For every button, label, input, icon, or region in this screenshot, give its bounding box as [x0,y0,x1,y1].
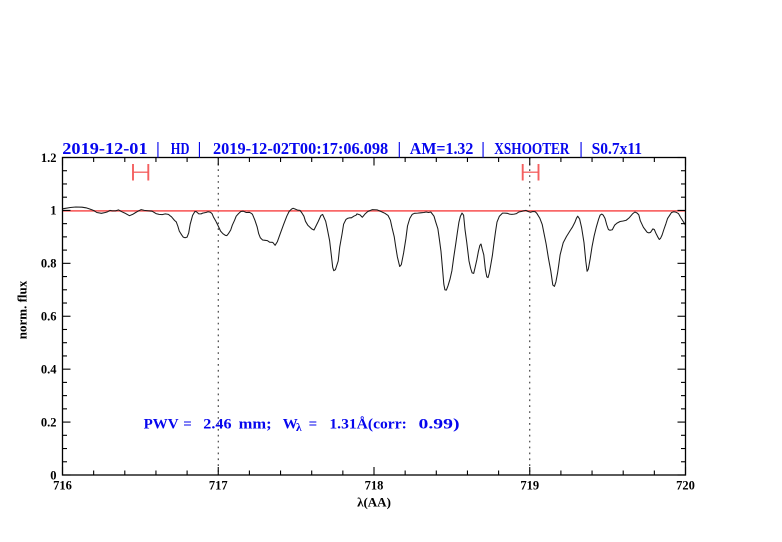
svg-text:1: 1 [50,204,56,218]
svg-text:718: 718 [365,479,384,493]
svg-text:2019-12-01|HD|2019-12-02T00:17: 2019-12-01 | HD | 2019-12-02T00:17:06.098 | AM… [62,139,642,158]
svg-text:0.2: 0.2 [41,415,57,429]
svg-text:λ(AA): λ(AA) [357,495,391,510]
svg-text:0.8: 0.8 [41,257,57,271]
svg-text:0: 0 [50,468,56,482]
svg-text:720: 720 [676,479,695,493]
svg-text:norm. flux: norm. flux [15,280,30,339]
svg-text:716: 716 [53,479,72,493]
svg-text:719: 719 [520,479,539,493]
svg-text:1.2: 1.2 [41,151,57,165]
svg-text:0.6: 0.6 [41,310,57,324]
svg-text:0.4: 0.4 [41,363,57,377]
svg-text:717: 717 [209,479,228,493]
